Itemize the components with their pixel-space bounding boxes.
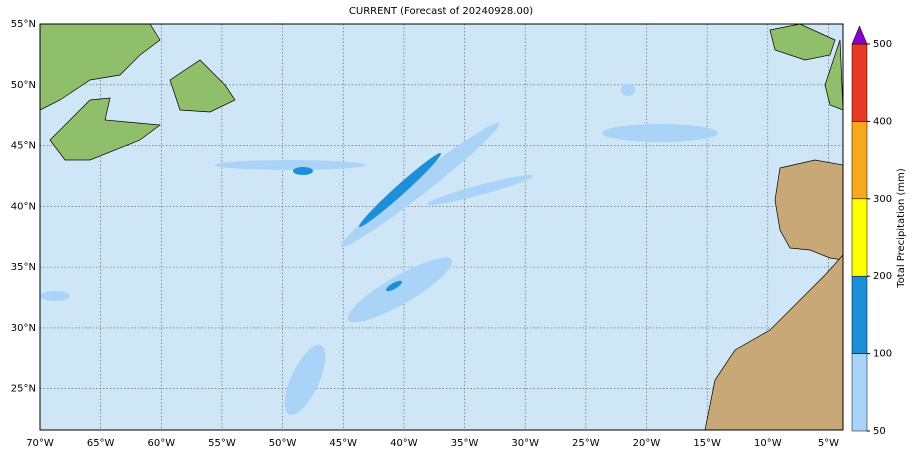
colorbar-tick-label: 500: [873, 39, 892, 50]
lat-tick-label: 35°N: [11, 262, 36, 273]
precipitation: [40, 84, 718, 415]
lon-tick-label: 30°W: [511, 438, 539, 449]
colorbar-extend: [851, 25, 868, 45]
lon-tick-label: 65°W: [87, 438, 115, 449]
colorbar-tick-label: 300: [873, 194, 892, 205]
colorbar-tick-label: 50: [873, 426, 886, 437]
colorbar-tick-label: 400: [873, 116, 892, 127]
lat-tick-label: 25°N: [11, 384, 36, 395]
colorbar-segment: [851, 43, 868, 122]
lon-tick-label: 10°W: [754, 438, 782, 449]
lon-tick-label: 15°W: [693, 438, 721, 449]
colorbar-segment: [851, 121, 868, 200]
lon-tick-label: 20°W: [633, 438, 661, 449]
colorbar-tick-label: 200: [873, 271, 892, 282]
lon-tick-label: 25°W: [572, 438, 600, 449]
lat-tick-label: 55°N: [11, 19, 36, 30]
colorbar-segment: [851, 198, 868, 277]
colorbar-label: Total Precipitation (mm): [896, 168, 907, 289]
lon-tick-label: 5°W: [818, 438, 839, 449]
map-frame: [39, 23, 844, 431]
lon-tick-label: 60°W: [147, 438, 175, 449]
lon-tick-label: 40°W: [390, 438, 418, 449]
lon-tick-label: 50°W: [269, 438, 297, 449]
lat-tick-label: 50°N: [11, 80, 36, 91]
lat-tick-label: 45°N: [11, 141, 36, 152]
colorbar-tick-label: 100: [873, 349, 892, 360]
lon-tick-label: 45°W: [329, 438, 357, 449]
colorbar-segment: [851, 353, 868, 432]
lat-tick-label: 40°N: [11, 201, 36, 212]
lon-tick-label: 35°W: [451, 438, 479, 449]
lat-tick-label: 30°N: [11, 323, 36, 334]
land: [39, 23, 844, 431]
lon-tick-label: 70°W: [26, 438, 54, 449]
colorbar-segment: [851, 275, 868, 354]
lon-tick-label: 55°W: [208, 438, 236, 449]
title: CURRENT (Forecast of 20240928.00): [349, 6, 533, 17]
